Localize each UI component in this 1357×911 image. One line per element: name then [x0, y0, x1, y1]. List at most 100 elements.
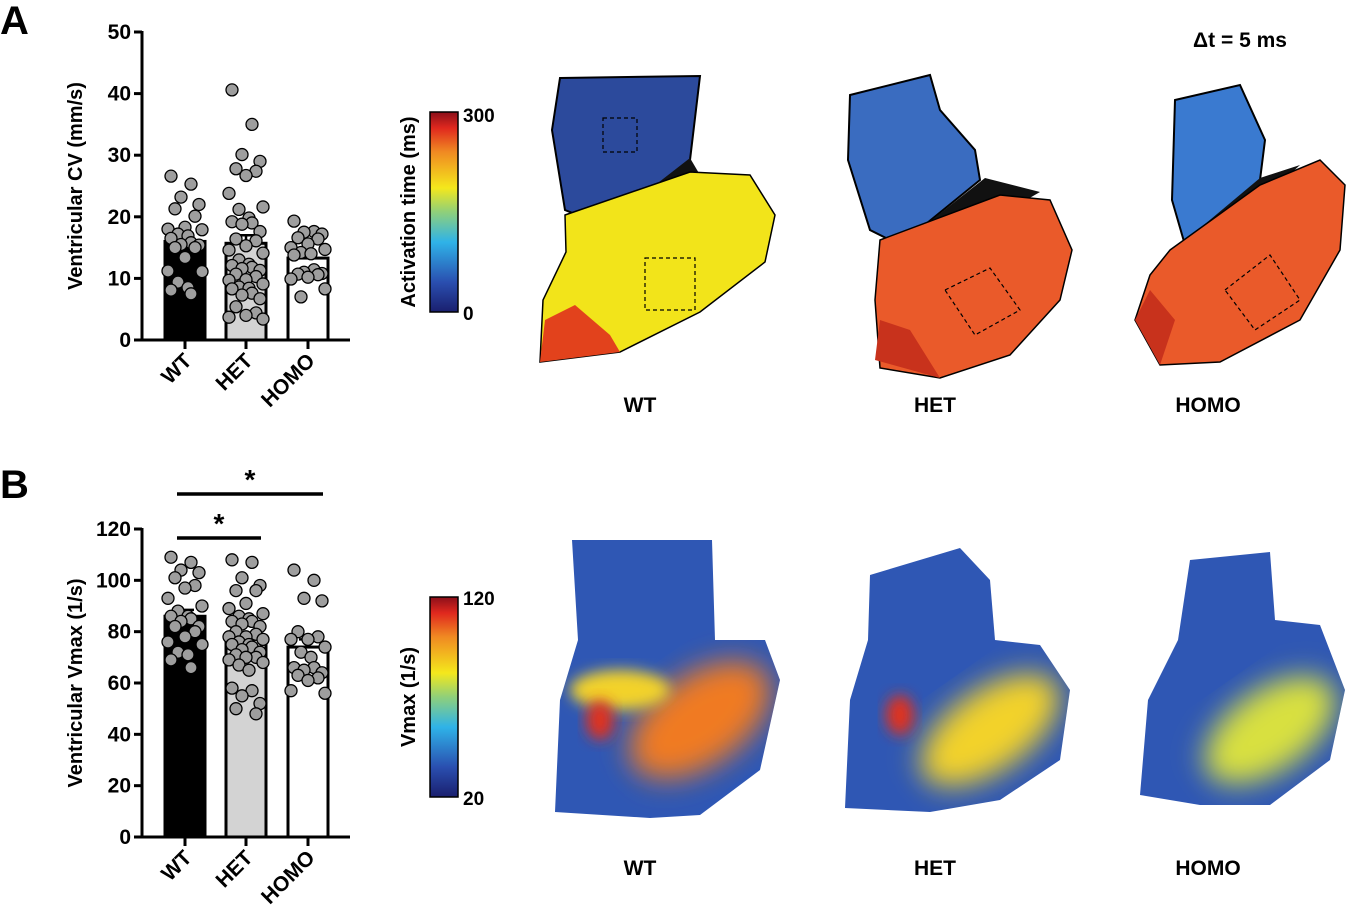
data-point: [256, 655, 270, 670]
colorbar-activation-label: Activation time (ms): [398, 116, 420, 307]
data-point: [229, 162, 243, 176]
data-point: [235, 147, 249, 162]
data-point: [188, 240, 202, 255]
bar-chart-vmax: 0 20 40 60 80 100 120 Ventricular Vmax (1/s) WT H…: [65, 464, 350, 909]
map-b-label-wt: WT: [624, 857, 657, 880]
y-tick-label: 60: [108, 672, 131, 695]
data-point: [239, 168, 253, 183]
y-axis-label: Ventricular Vmax (1/s): [65, 579, 87, 788]
activation-map-wt: [539, 74, 776, 363]
data-point: [256, 200, 270, 214]
x-tick-label-het: HET: [212, 349, 258, 395]
data-point: [307, 573, 321, 587]
data-point: [174, 190, 188, 204]
data-point: [195, 223, 209, 237]
data-point: [168, 571, 182, 585]
data-point: [318, 282, 332, 296]
y-tick-label: 40: [108, 723, 131, 746]
data-point: [318, 640, 332, 654]
data-point: [225, 83, 239, 97]
data-point: [256, 607, 270, 621]
data-point: [192, 565, 206, 580]
data-point: [168, 202, 182, 216]
vmax-map-wt: [555, 540, 780, 818]
x-tick-label-het: HET: [212, 846, 258, 892]
panel-letter-b: B: [0, 463, 29, 507]
bar-chart-cv: 0 10 20 30 40 50 Ventricular CV (mm/s) WT HET HOM…: [65, 21, 350, 412]
data-point: [256, 632, 270, 647]
activation-map-homo: [1134, 83, 1346, 366]
map-a-label-het: HET: [914, 394, 956, 417]
data-point: [222, 310, 236, 324]
y-axis-label: Ventricular CV (mm/s): [65, 82, 87, 290]
activation-map-het: [846, 73, 1073, 379]
data-point: [318, 686, 332, 700]
data-point: [178, 630, 192, 644]
data-point: [225, 553, 239, 567]
data-point: [229, 583, 243, 598]
y-tick-label: 0: [119, 826, 131, 849]
data-point: [225, 681, 239, 695]
x-tick-label-wt: WT: [157, 349, 196, 388]
data-point: [178, 581, 192, 595]
y-tick-label: 20: [108, 775, 131, 798]
colorbar-vmax-label: Vmax (1/s): [398, 647, 420, 747]
data-point: [304, 247, 318, 261]
data-point: [184, 660, 198, 675]
data-point: [301, 673, 315, 688]
data-point: [284, 684, 298, 698]
data-point: [168, 240, 182, 255]
data-point: [192, 197, 206, 212]
data-point: [235, 571, 249, 585]
y-tick-label: 120: [96, 518, 131, 541]
data-point: [184, 287, 198, 301]
y-tick-label: 100: [96, 569, 131, 592]
data-point: [184, 177, 198, 191]
data-point: [229, 702, 243, 716]
y-tick-label: 0: [119, 329, 131, 352]
data-point: [232, 202, 246, 217]
map-a-label-homo: HOMO: [1175, 394, 1240, 417]
y-tick-label: 80: [108, 621, 131, 644]
colorbar-activation-max: 300: [463, 106, 495, 127]
significance-star: *: [245, 464, 256, 495]
data-point: [256, 246, 270, 260]
y-tick-label: 50: [108, 21, 131, 44]
data-point: [164, 653, 178, 667]
data-point: [161, 635, 175, 649]
significance-star: *: [214, 508, 225, 539]
data-point: [245, 117, 259, 132]
map-a-label-wt: WT: [624, 394, 657, 417]
data-point: [301, 632, 315, 647]
y-tick-label: 10: [108, 267, 131, 290]
data-point: [229, 300, 243, 314]
data-point: [249, 707, 263, 721]
x-tick-label-homo: HOMO: [257, 846, 319, 908]
colorbar-vmax: [429, 596, 459, 798]
map-b-label-het: HET: [914, 857, 956, 880]
data-point: [239, 239, 253, 253]
data-point: [222, 243, 236, 257]
data-point: [287, 214, 301, 228]
data-point: [195, 599, 209, 613]
colorbar-activation-min: 0: [463, 304, 474, 325]
data-point: [239, 596, 253, 611]
delta-t-label: Δt = 5 ms: [1193, 29, 1287, 52]
y-tick-label: 30: [108, 144, 131, 167]
data-point: [195, 637, 209, 652]
y-tick-label: 40: [108, 83, 131, 106]
colorbar-vmax-min: 20: [463, 789, 484, 810]
data-point: [225, 282, 239, 296]
data-point: [222, 186, 236, 201]
data-point: [235, 288, 249, 302]
data-point: [229, 232, 243, 246]
data-point: [294, 290, 308, 304]
data-point: [181, 648, 195, 662]
data-point: [291, 231, 305, 245]
data-point: [287, 563, 301, 577]
data-point: [188, 209, 202, 223]
data-point: [161, 264, 175, 278]
map-b-label-homo: HOMO: [1175, 857, 1240, 880]
data-point: [256, 312, 270, 326]
